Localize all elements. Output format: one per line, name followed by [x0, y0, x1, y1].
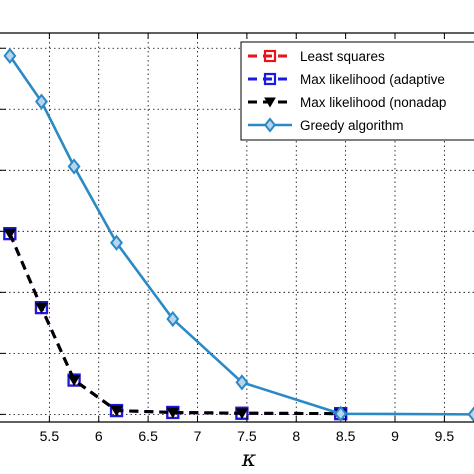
- x-axis-title: κ: [241, 447, 257, 472]
- x-tick-label: 9: [391, 428, 399, 444]
- series-line: [8, 55, 474, 416]
- x-tick-label: 7.5: [237, 428, 257, 444]
- legend-marker: [263, 72, 277, 86]
- data-point: [35, 302, 48, 314]
- x-tick-label: 7: [194, 428, 202, 444]
- x-tick-label: 5.5: [40, 428, 60, 444]
- data-point: [34, 93, 48, 110]
- legend-label: Max likelihood (nonadap: [300, 95, 446, 110]
- series-3: [3, 47, 474, 423]
- data-point: [3, 228, 17, 240]
- grid-lines: [0, 33, 474, 422]
- data-point: [235, 374, 249, 391]
- data-point: [67, 375, 81, 386]
- x-tick-label: 8: [292, 428, 300, 444]
- x-tick-label: 9.5: [435, 428, 455, 444]
- series-group: [3, 47, 474, 423]
- legend-label: Greedy algorithm: [300, 118, 404, 133]
- legend-entry: Greedy algorithm: [248, 117, 404, 133]
- legend-label: Least squares: [300, 49, 385, 64]
- plot-frame: [0, 32, 474, 423]
- legend-label: Max likelihood (adaptive: [300, 72, 445, 87]
- data-point: [110, 234, 124, 251]
- data-point: [110, 405, 123, 417]
- data-point: [235, 408, 249, 420]
- legend-marker: [263, 117, 277, 133]
- x-tick-label: 6: [95, 428, 103, 444]
- x-tick-label: 6.5: [138, 428, 158, 444]
- legend: Least squares Max likelihood (adaptive Max…: [240, 41, 474, 141]
- data-point: [334, 405, 348, 422]
- legend-entry: Least squares: [248, 49, 385, 64]
- legend-marker: [263, 49, 277, 63]
- tick-labels: 5.5 6 6.5 7 7.5 8 8.5 9 9.5: [40, 428, 455, 444]
- legend-box: [240, 41, 474, 141]
- legend-entry: Max likelihood (nonadap: [248, 95, 446, 110]
- legend-entry: Max likelihood (adaptive: [248, 72, 445, 87]
- data-point: [67, 158, 81, 175]
- data-point: [166, 310, 180, 328]
- x-tick-label: 8.5: [336, 428, 356, 444]
- data-point: [467, 406, 474, 423]
- data-point: [3, 47, 17, 64]
- legend-marker: [264, 97, 276, 108]
- data-point: [166, 407, 180, 419]
